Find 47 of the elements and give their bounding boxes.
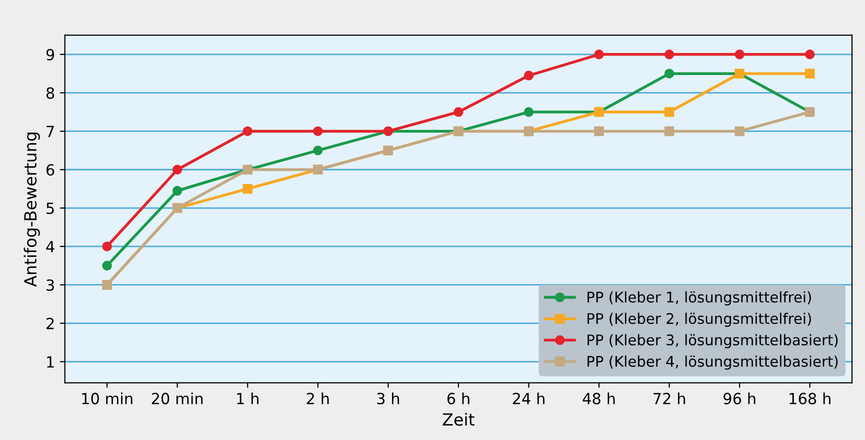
point xyxy=(664,68,674,78)
legend-label: PP (Kleber 1, lösungsmittelfrei) xyxy=(588,291,811,306)
point xyxy=(804,50,815,60)
x-tick-label: 1 h xyxy=(237,392,258,404)
point xyxy=(102,260,112,271)
x-tick-label: 72 h xyxy=(654,392,685,404)
point xyxy=(594,126,604,136)
y-tick-label: 8 xyxy=(46,87,54,99)
point xyxy=(242,126,252,136)
legend-label: PP (Kleber 3, lösungsmittelbasiert) xyxy=(588,334,838,348)
point xyxy=(664,126,674,136)
point xyxy=(313,126,323,136)
y-tick-label: 1 xyxy=(47,356,54,368)
point xyxy=(734,126,744,136)
y-tick-label: 2 xyxy=(46,318,54,330)
x-tick-label: 96 h xyxy=(724,392,756,404)
x-tick-label: 20 min xyxy=(152,392,203,404)
y-tick-label: 7 xyxy=(46,126,54,138)
point xyxy=(664,107,674,117)
x-tick-label: 168 h xyxy=(790,392,830,404)
x-tick-label: 48 h xyxy=(582,392,615,404)
x-tick-label: 10 min xyxy=(82,392,132,404)
point xyxy=(524,107,534,117)
point xyxy=(172,186,182,196)
point xyxy=(524,70,534,80)
x-axis-title: Zeit xyxy=(442,412,474,426)
x-tick-label: 3 h xyxy=(377,392,399,404)
y-tick-label: 5 xyxy=(46,202,54,214)
y-tick-label: 9 xyxy=(46,48,54,60)
point xyxy=(804,68,815,78)
x-tick-label: 6 h xyxy=(447,392,470,404)
point xyxy=(664,50,674,60)
point xyxy=(313,146,323,156)
y-axis-title: Antifog-Bewertung xyxy=(24,132,40,287)
point xyxy=(172,164,182,174)
y-tick-label: 6 xyxy=(46,164,54,176)
x-tick-label: 24 h xyxy=(512,392,544,404)
legend-label: PP (Kleber 4, lösungsmittelbasiert) xyxy=(588,356,838,370)
point xyxy=(594,50,604,60)
point xyxy=(454,107,464,117)
point xyxy=(102,242,112,252)
point xyxy=(242,184,252,194)
x-tick-label: 2 h xyxy=(306,392,329,404)
legend-label: PP (Kleber 2, lösungsmittelfrei) xyxy=(588,312,811,327)
y-tick-label: 4 xyxy=(46,241,54,252)
y-tick-label: 3 xyxy=(46,279,54,291)
point xyxy=(734,50,744,60)
